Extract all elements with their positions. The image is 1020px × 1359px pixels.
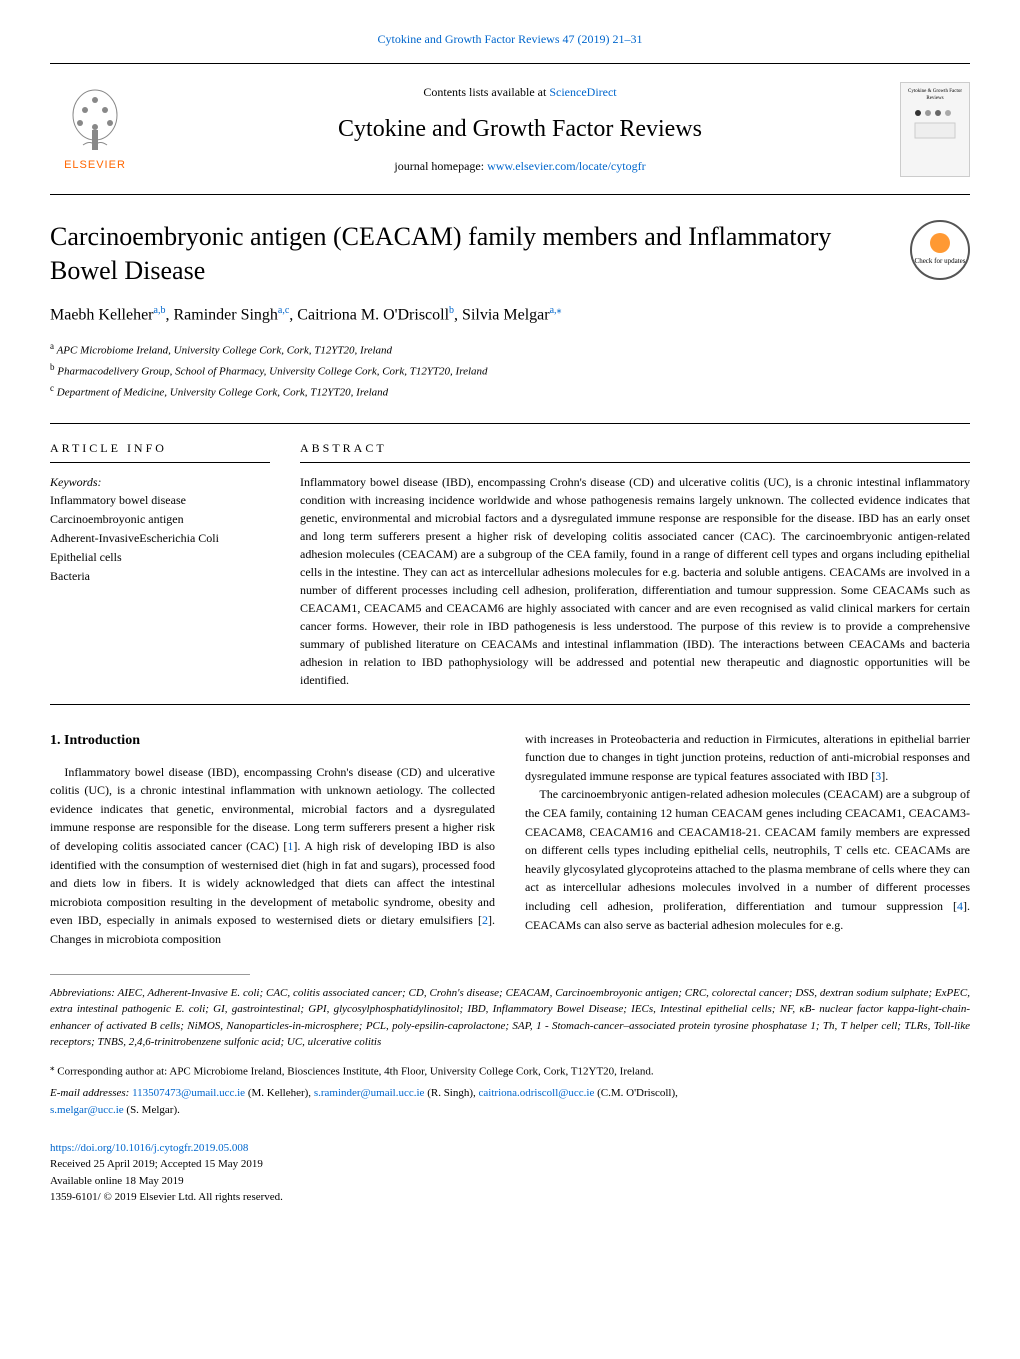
author-2: Raminder Singh: [173, 306, 277, 323]
info-abstract-row: ARTICLE INFO Keywords: Inflammatory bowe…: [50, 423, 970, 705]
intro-right-column: with increases in Proteobacteria and red…: [525, 730, 970, 949]
intro-p2-t1: with increases in Proteobacteria and red…: [525, 732, 970, 783]
cover-graphic-icon: [910, 103, 960, 143]
email-2[interactable]: s.raminder@umail.ucc.ie: [314, 1087, 425, 1099]
abstract-heading: ABSTRACT: [300, 439, 970, 463]
journal-title: Cytokine and Growth Factor Reviews: [140, 111, 900, 147]
email-3[interactable]: caitriona.odriscoll@ucc.ie: [479, 1087, 595, 1099]
intro-para-3: The carcinoembryonic antigen-related adh…: [525, 785, 970, 934]
cover-title: Cytokine & Growth Factor Reviews: [906, 88, 964, 103]
copyright-line: 1359-6101/ © 2019 Elsevier Ltd. All righ…: [50, 1189, 970, 1206]
email-4-name: (S. Melgar).: [124, 1104, 180, 1116]
intro-p2-t2: ].: [881, 769, 888, 783]
journal-citation: Cytokine and Growth Factor Reviews 47 (2…: [50, 30, 970, 48]
contents-line: Contents lists available at ScienceDirec…: [140, 83, 900, 101]
doi-link[interactable]: https://doi.org/10.1016/j.cytogfr.2019.0…: [50, 1142, 248, 1154]
journal-citation-link[interactable]: Cytokine and Growth Factor Reviews 47 (2…: [378, 32, 643, 46]
keywords-label: Keywords:: [50, 473, 270, 491]
introduction-section: 1. Introduction Inflammatory bowel disea…: [50, 730, 970, 949]
article-info-column: ARTICLE INFO Keywords: Inflammatory bowe…: [50, 439, 270, 689]
available-line: Available online 18 May 2019: [50, 1173, 970, 1190]
title-row: Check for updates Carcinoembryonic antig…: [50, 220, 970, 303]
elsevier-label: ELSEVIER: [64, 157, 126, 174]
article-title: Carcinoembryonic antigen (CEACAM) family…: [50, 220, 970, 288]
intro-para-2: with increases in Proteobacteria and red…: [525, 730, 970, 786]
homepage-line: journal homepage: www.elsevier.com/locat…: [140, 157, 900, 175]
abstract-column: ABSTRACT Inflammatory bowel disease (IBD…: [300, 439, 970, 689]
intro-para-1: Inflammatory bowel disease (IBD), encomp…: [50, 763, 495, 949]
author-1: Maebh Kelleher: [50, 306, 154, 323]
homepage-link[interactable]: www.elsevier.com/locate/cytogfr: [487, 159, 646, 173]
affiliation-a: APC Microbiome Ireland, University Colle…: [57, 345, 392, 357]
received-line: Received 25 April 2019; Accepted 15 May …: [50, 1156, 970, 1173]
email-1-name: (M. Kelleher),: [245, 1087, 314, 1099]
author-4-aff[interactable]: a,: [550, 305, 557, 316]
contents-prefix: Contents lists available at: [423, 85, 549, 99]
elsevier-logo: ELSEVIER: [50, 79, 140, 179]
email-3-name: (C.M. O'Driscoll),: [594, 1087, 678, 1099]
corresponding-text: Corresponding author at: APC Microbiome …: [55, 1065, 654, 1077]
article-info-heading: ARTICLE INFO: [50, 439, 270, 463]
email-4[interactable]: s.melgar@ucc.ie: [50, 1104, 124, 1116]
author-4: Silvia Melgar: [462, 306, 550, 323]
intro-left-column: 1. Introduction Inflammatory bowel disea…: [50, 730, 495, 949]
email-1[interactable]: 113507473@umail.ucc.ie: [132, 1087, 245, 1099]
intro-p3-t1: The carcinoembryonic antigen-related adh…: [525, 787, 970, 913]
author-4-corr[interactable]: ⁎: [557, 305, 562, 316]
abbreviations-block: Abbreviations: AIEC, Adherent-Invasive E…: [50, 985, 970, 1051]
keyword-1: Inflammatory bowel disease: [50, 491, 270, 510]
author-3: Caitriona M. O'Driscoll: [297, 306, 449, 323]
keywords-list: Inflammatory bowel disease Carcinoembroy…: [50, 491, 270, 587]
check-updates-label: Check for updates: [915, 256, 966, 267]
keyword-2: Carcinoembroyonic antigen: [50, 510, 270, 529]
header-center: Contents lists available at ScienceDirec…: [140, 83, 900, 175]
affiliation-b: Pharmacodelivery Group, School of Pharma…: [57, 366, 487, 378]
abbreviations-text: AIEC, Adherent-Invasive E. coli; CAC, co…: [50, 987, 970, 1049]
corresponding-author: ⁎ Corresponding author at: APC Microbiom…: [50, 1061, 970, 1080]
abstract-text: Inflammatory bowel disease (IBD), encomp…: [300, 473, 970, 689]
authors-line: Maebh Kellehera,b, Raminder Singha,c, Ca…: [50, 303, 970, 327]
affiliation-c: Department of Medicine, University Colle…: [57, 387, 388, 399]
doi-line: https://doi.org/10.1016/j.cytogfr.2019.0…: [50, 1140, 970, 1157]
sciencedirect-link[interactable]: ScienceDirect: [549, 85, 616, 99]
check-updates-icon: [930, 233, 950, 253]
homepage-prefix: journal homepage:: [394, 159, 487, 173]
author-1-aff[interactable]: a,b: [154, 305, 166, 316]
journal-header: ELSEVIER Contents lists available at Sci…: [50, 63, 970, 195]
keyword-3: Adherent-InvasiveEscherichia Coli: [50, 529, 270, 548]
elsevier-tree-icon: [65, 85, 125, 155]
footer-divider: [50, 974, 250, 975]
keyword-4: Epithelial cells: [50, 548, 270, 567]
journal-cover-thumbnail: Cytokine & Growth Factor Reviews: [900, 82, 970, 177]
intro-heading: 1. Introduction: [50, 730, 495, 751]
author-2-aff[interactable]: a,c: [278, 305, 289, 316]
email-2-name: (R. Singh),: [424, 1087, 478, 1099]
keyword-5: Bacteria: [50, 567, 270, 586]
emails-label: E-mail addresses:: [50, 1087, 129, 1099]
check-updates-badge[interactable]: Check for updates: [910, 220, 970, 280]
affiliations: a APC Microbiome Ireland, University Col…: [50, 339, 970, 403]
author-3-aff[interactable]: b: [449, 305, 454, 316]
abbreviations-label: Abbreviations:: [50, 987, 115, 999]
emails-block: E-mail addresses: 113507473@umail.ucc.ie…: [50, 1085, 970, 1120]
